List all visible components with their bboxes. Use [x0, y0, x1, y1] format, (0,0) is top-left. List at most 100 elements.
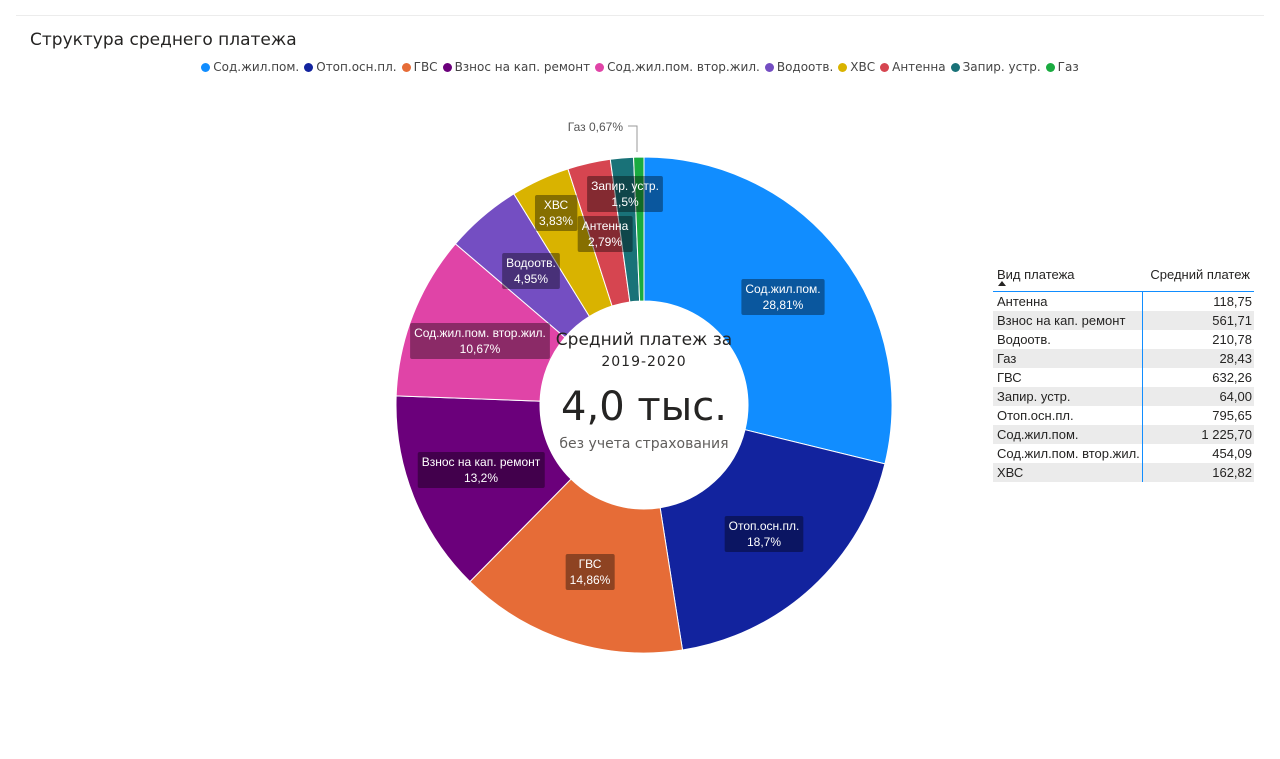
slice-label-name: Запир. устр. — [591, 179, 659, 193]
slice-label-percent: 18,7% — [747, 535, 781, 549]
donut-center-card: Средний платеж за 2019-2020 4,0 тыс. без… — [544, 330, 744, 452]
table-row[interactable]: Антенна 118,75 — [993, 292, 1254, 311]
cell-payment-type: Водоотв. — [993, 330, 1143, 349]
slice-label-background — [410, 323, 550, 359]
table-row[interactable]: Водоотв. 210,78 — [993, 330, 1254, 349]
cell-payment-type: Запир. устр. — [993, 387, 1143, 406]
legend-item[interactable]: Антенна — [880, 60, 946, 74]
slice-label-background — [724, 516, 804, 552]
table-row[interactable]: Газ 28,43 — [993, 349, 1254, 368]
leader-line — [628, 125, 638, 152]
slice-data-label: Сод.жил.пом. втор.жил. 10,67% — [410, 323, 550, 359]
slice-data-label: ГВС 14,86% — [565, 554, 615, 590]
cell-payment-type: Отоп.осн.пл. — [993, 406, 1143, 425]
cell-payment-type: ХВС — [993, 463, 1143, 482]
cell-average-payment: 210,78 — [1212, 332, 1252, 347]
cell-payment-type: Сод.жил.пом. втор.жил. — [993, 444, 1143, 463]
table-row[interactable]: ГВС 632,26 — [993, 368, 1254, 387]
legend-item[interactable]: Сод.жил.пом. — [201, 60, 299, 74]
cell-average-payment: 162,82 — [1212, 465, 1252, 480]
legend-label: Водоотв. — [776, 60, 834, 74]
slice-label-background — [502, 253, 560, 289]
center-note: без учета страхования — [559, 436, 729, 452]
cell-payment-type: ГВС — [993, 368, 1143, 387]
cell-average-payment: 795,65 — [1212, 408, 1252, 423]
legend-label: Антенна — [892, 60, 946, 74]
cell-average-payment: 1 225,70 — [1201, 427, 1252, 442]
legend-dot-icon — [595, 62, 605, 72]
legend-item[interactable]: Газ — [1045, 60, 1079, 74]
legend-item[interactable]: Водоотв. — [764, 60, 834, 74]
legend-label: Газ — [1057, 60, 1079, 74]
slice-label-name: Отоп.осн.пл. — [729, 519, 800, 533]
legend-dot-icon — [764, 62, 774, 72]
legend-label: Взнос на кап. ремонт — [454, 60, 591, 74]
table-row[interactable]: Взнос на кап. ремонт 561,71 — [993, 311, 1254, 330]
center-label-line2: 2019-2020 — [601, 354, 687, 370]
slice-data-label: Водоотв. 4,95% — [502, 253, 560, 289]
table-row[interactable]: Сод.жил.пом. втор.жил. 454,09 — [993, 444, 1254, 463]
cell-average-payment: 28,43 — [1219, 351, 1252, 366]
slice-label-percent: 28,81% — [763, 298, 804, 312]
legend-label: ГВС — [413, 60, 438, 74]
slice-label-name: Сод.жил.пом. — [745, 282, 820, 296]
legend-dot-icon — [1045, 62, 1055, 72]
legend-item[interactable]: ГВС — [401, 60, 438, 74]
slice-data-label: Сод.жил.пом. 28,81% — [741, 279, 825, 315]
cell-average-payment: 632,26 — [1212, 370, 1252, 385]
legend-dot-icon — [880, 62, 890, 72]
slice-label-background — [534, 195, 578, 231]
slice-label-percent: 13,2% — [464, 471, 498, 485]
legend-item[interactable]: Взнос на кап. ремонт — [442, 60, 591, 74]
cell-payment-type: Взнос на кап. ремонт — [993, 311, 1143, 330]
payments-table[interactable]: Вид платежа Средний платеж Антенна 118,75… — [993, 262, 1254, 482]
center-value: 4,0 тыс. — [561, 384, 727, 430]
cell-average-payment: 64,00 — [1219, 389, 1252, 404]
donut-slice[interactable] — [659, 429, 886, 651]
table-row[interactable]: Запир. устр. 64,00 — [993, 387, 1254, 406]
donut-slice[interactable] — [643, 156, 893, 465]
slice-label-background — [741, 279, 825, 315]
slice-data-label: ХВС 3,83% — [534, 195, 578, 231]
legend-dot-icon — [950, 62, 960, 72]
legend-item[interactable]: Запир. устр. — [950, 60, 1041, 74]
slice-label-percent: 10,67% — [460, 342, 501, 356]
donut-slice[interactable] — [469, 478, 684, 654]
chart-title: Структура среднего платежа — [30, 30, 297, 50]
slice-label-background — [565, 554, 615, 590]
legend-dot-icon — [201, 62, 211, 72]
legend-label: Отоп.осн.пл. — [316, 60, 397, 74]
legend-item[interactable]: Отоп.осн.пл. — [304, 60, 397, 74]
cell-average-payment: 561,71 — [1212, 313, 1252, 328]
legend-item[interactable]: Сод.жил.пом. втор.жил. — [595, 60, 760, 74]
legend-dot-icon — [401, 62, 411, 72]
slice-label-background — [587, 176, 663, 212]
table-row[interactable]: Сод.жил.пом. 1 225,70 — [993, 425, 1254, 444]
cell-average-payment: 118,75 — [1213, 294, 1252, 309]
sort-ascending-icon[interactable] — [998, 281, 1006, 286]
donut-slice[interactable] — [633, 156, 645, 302]
slice-label-name: Взнос на кап. ремонт — [422, 455, 541, 469]
slice-label-percent: 2,79% — [588, 235, 622, 249]
cell-payment-type: Газ — [993, 349, 1143, 368]
legend-item[interactable]: ХВС — [838, 60, 875, 74]
legend-dot-icon — [304, 62, 314, 72]
legend-dot-icon — [838, 62, 848, 72]
legend-dot-icon — [442, 62, 452, 72]
chart-legend[interactable]: Сод.жил.пом. Отоп.осн.пл. ГВС Взнос на кап.… — [0, 60, 1280, 74]
center-label-line1: Средний платеж за — [555, 330, 733, 350]
table-row[interactable]: Отоп.осн.пл. 795,65 — [993, 406, 1254, 425]
table-row[interactable]: ХВС 162,82 — [993, 463, 1254, 482]
slice-label-name: ГВС — [579, 557, 602, 571]
slice-data-label: Отоп.осн.пл. 18,7% — [724, 516, 804, 552]
slice-label-name: Сод.жил.пом. втор.жил. — [414, 326, 546, 340]
donut-slice[interactable] — [395, 395, 572, 583]
header-payment-type[interactable]: Вид платежа — [993, 262, 1143, 291]
slice-label-percent: 3,83% — [539, 214, 573, 228]
header-average-payment[interactable]: Средний платеж — [1150, 267, 1250, 282]
legend-label: Сод.жил.пом. втор.жил. — [607, 60, 760, 74]
cell-payment-type: Сод.жил.пом. — [993, 425, 1143, 444]
table-header: Вид платежа Средний платеж — [993, 262, 1254, 292]
slice-label-percent: 1,5% — [611, 195, 639, 209]
